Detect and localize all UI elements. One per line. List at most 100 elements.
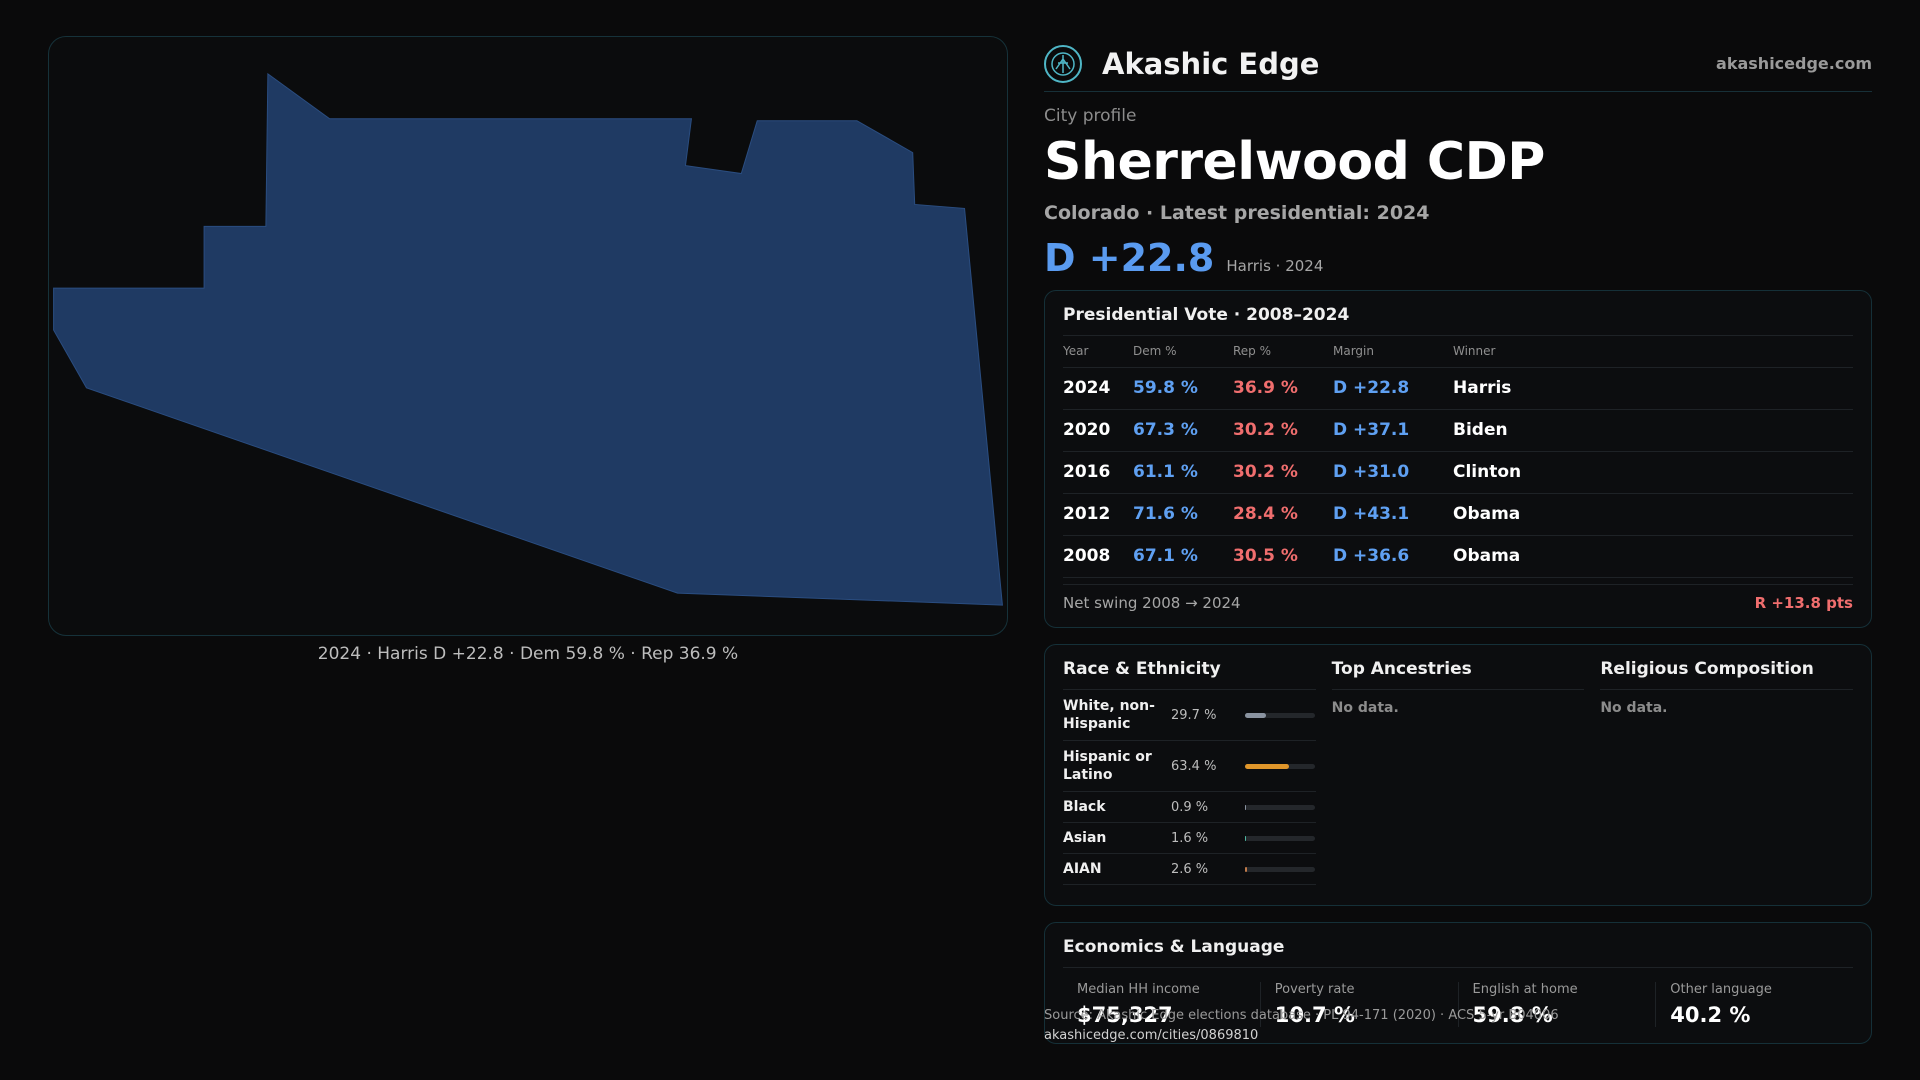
dem-cell: 67.1 % <box>1133 535 1233 578</box>
column-header-dem: Dem % <box>1133 336 1233 368</box>
religion-empty: No data. <box>1600 700 1668 716</box>
econ-stat-label: Median HH income <box>1077 982 1200 997</box>
rep-cell: 36.9 % <box>1233 367 1333 410</box>
column-header-winner: Winner <box>1453 336 1853 368</box>
year-cell: 2008 <box>1063 535 1133 578</box>
econ-stat: Poverty rate 10.7 % <box>1259 982 1458 1027</box>
rep-cell: 30.5 % <box>1233 535 1333 578</box>
race-bar-fill <box>1245 712 1266 718</box>
race-bar-fill <box>1245 835 1247 841</box>
economics-grid: Median HH income $75,327 Poverty rate 10… <box>1063 982 1853 1027</box>
headline-margin: D +22.8 Harris · 2024 <box>1044 236 1872 280</box>
econ-stat-value: 40.2 % <box>1670 1003 1751 1027</box>
table-row: 2008 67.1 % 30.5 % D +36.6 Obama <box>1063 535 1853 578</box>
race-label: White, non-Hispanic <box>1063 698 1155 732</box>
winner-cell: Harris <box>1453 367 1853 410</box>
econ-stat-label: Other language <box>1670 982 1772 997</box>
religion-title: Religious Composition <box>1600 659 1854 690</box>
net-swing-label: Net swing 2008 → 2024 <box>1063 594 1241 612</box>
race-ethnicity-section: Race & Ethnicity White, non-Hispanic 29.… <box>1063 659 1316 891</box>
table-row: 2016 61.1 % 30.2 % D +31.0 Clinton <box>1063 451 1853 494</box>
race-ethnicity-title: Race & Ethnicity <box>1063 659 1316 690</box>
footer-url[interactable]: akashicedge.com/cities/0869810 <box>1044 1028 1259 1043</box>
margin-cell: D +22.8 <box>1333 367 1453 410</box>
race-value: 0.9 % <box>1171 799 1209 815</box>
page-title: Sherrelwood CDP <box>1044 132 1545 192</box>
dem-cell: 59.8 % <box>1133 367 1233 410</box>
winner-cell: Clinton <box>1453 451 1853 494</box>
race-bar <box>1245 835 1315 841</box>
race-row: Asian 1.6 % <box>1063 823 1316 854</box>
margin-note: Harris · 2024 <box>1226 257 1324 275</box>
map-panel[interactable] <box>48 36 1008 636</box>
ancestries-empty: No data. <box>1331 700 1399 716</box>
race-row: White, non-Hispanic 29.7 % <box>1063 690 1316 741</box>
race-row: Black 0.9 % <box>1063 792 1316 823</box>
table-row: 2020 67.3 % 30.2 % D +37.1 Biden <box>1063 409 1853 452</box>
winner-cell: Obama <box>1453 535 1853 578</box>
year-cell: 2016 <box>1063 451 1133 494</box>
race-bar-fill <box>1245 866 1247 872</box>
race-bar-fill <box>1245 763 1290 769</box>
year-cell: 2012 <box>1063 493 1133 536</box>
demographics-card: Race & Ethnicity White, non-Hispanic 29.… <box>1044 644 1872 906</box>
margin-cell: D +37.1 <box>1333 409 1453 452</box>
brand-name[interactable]: Akashic Edge <box>1102 46 1320 81</box>
race-bar-fill <box>1245 804 1247 810</box>
year-cell: 2024 <box>1063 367 1133 410</box>
brand-url[interactable]: akashicedge.com <box>1716 54 1872 73</box>
econ-stat-label: Poverty rate <box>1274 982 1355 997</box>
economics-title: Economics & Language <box>1063 937 1853 968</box>
econ-stat-value: 10.7 % <box>1274 1003 1355 1027</box>
race-row: AIAN 2.6 % <box>1063 854 1316 885</box>
city-boundary-shape[interactable] <box>53 72 1003 606</box>
brand-bar: Akashic Edge akashicedge.com <box>1044 36 1872 92</box>
margin-value: D +22.8 <box>1044 236 1215 280</box>
race-bar <box>1245 804 1315 810</box>
page-kicker: City profile <box>1044 106 1137 126</box>
econ-stat: Other language 40.2 % <box>1655 982 1853 1027</box>
race-bar <box>1245 763 1315 769</box>
rep-cell: 28.4 % <box>1233 493 1333 536</box>
city-boundary-map[interactable] <box>49 37 1007 635</box>
race-value: 29.7 % <box>1171 707 1217 723</box>
akashic-logo-icon[interactable] <box>1044 44 1082 83</box>
race-value: 1.6 % <box>1171 830 1209 846</box>
dem-cell: 67.3 % <box>1133 409 1233 452</box>
rep-cell: 30.2 % <box>1233 451 1333 494</box>
page-subtitle: Colorado · Latest presidential: 2024 <box>1044 202 1430 224</box>
race-bar <box>1245 866 1315 872</box>
footer: Source: Akashic Edge elections database … <box>1044 1006 1644 1046</box>
net-swing-value: R +13.8 pts <box>1754 594 1853 612</box>
race-label: AIAN <box>1063 861 1102 877</box>
profile-column: Akashic Edge akashicedge.com City profil… <box>1044 36 1872 1044</box>
year-cell: 2020 <box>1063 409 1133 452</box>
race-value: 2.6 % <box>1171 861 1209 877</box>
margin-cell: D +36.6 <box>1333 535 1453 578</box>
table-row: 2024 59.8 % 36.9 % D +22.8 Harris <box>1063 367 1853 410</box>
race-label: Asian <box>1063 830 1107 846</box>
presidential-vote-title: Presidential Vote · 2008–2024 <box>1063 305 1853 336</box>
dem-cell: 71.6 % <box>1133 493 1233 536</box>
econ-stat-label: English at home <box>1472 982 1578 997</box>
race-row: Hispanic or Latino 63.4 % <box>1063 741 1316 792</box>
race-label: Hispanic or Latino <box>1063 749 1152 783</box>
margin-cell: D +31.0 <box>1333 451 1453 494</box>
religion-section: Religious Composition No data. <box>1600 659 1854 891</box>
ancestries-section: Top Ancestries No data. <box>1331 659 1585 891</box>
econ-stat-value: $75,327 <box>1077 1003 1173 1027</box>
dem-cell: 61.1 % <box>1133 451 1233 494</box>
margin-cell: D +43.1 <box>1333 493 1453 536</box>
economics-card: Economics & Language Median HH income $7… <box>1044 922 1872 1044</box>
ancestries-title: Top Ancestries <box>1331 659 1585 690</box>
race-label: Black <box>1063 799 1106 815</box>
winner-cell: Biden <box>1453 409 1853 452</box>
rep-cell: 30.2 % <box>1233 409 1333 452</box>
race-bar <box>1245 712 1315 718</box>
winner-cell: Obama <box>1453 493 1853 536</box>
column-header-year: Year <box>1063 336 1133 368</box>
econ-stat: English at home 59.8 % <box>1457 982 1656 1027</box>
table-header-row: Year Dem % Rep % Margin Winner <box>1063 336 1853 368</box>
econ-stat-value: 59.8 % <box>1472 1003 1553 1027</box>
presidential-vote-card: Presidential Vote · 2008–2024 Year Dem %… <box>1044 290 1872 628</box>
